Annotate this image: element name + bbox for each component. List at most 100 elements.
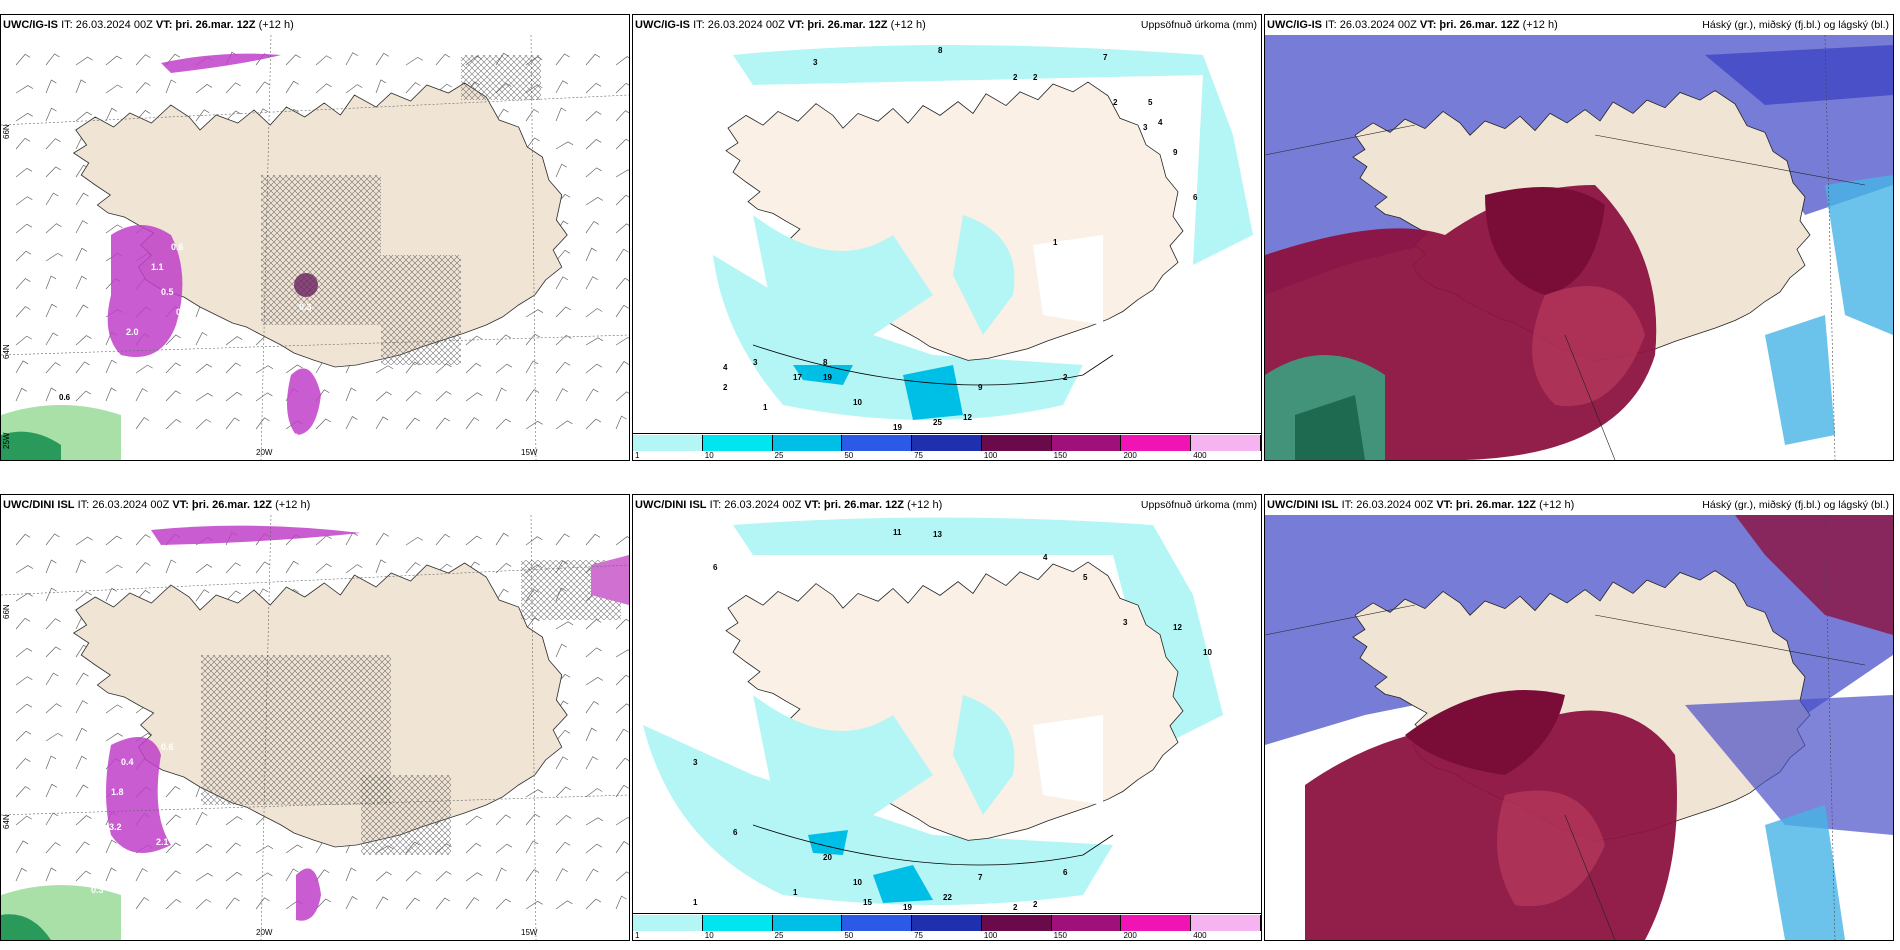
wind-barb [615, 248, 629, 262]
wind-barb [195, 84, 213, 94]
wind-barb [105, 732, 123, 742]
wind-barb [375, 79, 387, 94]
wind-barb [345, 84, 363, 94]
wind-barb-map: 0.6 0.4 1.8 3.2 2.1 1.7 0.3 66N 64N 20W 15W [1, 515, 629, 940]
wind-barb [135, 562, 151, 574]
precip-value: 9 [1173, 148, 1178, 157]
wind-barb [615, 391, 629, 402]
panel-header: UWC/IG-IS IT: 26.03.2024 00Z VT: þri. 26… [1, 15, 629, 35]
wind-barb [15, 278, 31, 290]
lon-label: 15W [521, 448, 538, 457]
precip-value: 17 [793, 373, 802, 382]
legend-swatch [842, 435, 913, 451]
wind-barb [345, 416, 358, 430]
legend-tick: 50 [844, 451, 854, 460]
wind-barb [255, 561, 270, 574]
wind-barb [15, 592, 33, 602]
legend-tick: 50 [844, 931, 854, 940]
precip-value: 19 [903, 903, 912, 912]
wind-barb [195, 332, 208, 346]
wind-barb [195, 109, 210, 122]
wind-barb [555, 276, 569, 290]
wind-barb [585, 308, 603, 318]
wind-barb [195, 898, 212, 910]
legend-swatch [772, 435, 843, 451]
wind-barb [495, 867, 507, 882]
precip-value: 0.6 [171, 242, 184, 252]
wind-barb [195, 363, 213, 374]
wind-barb [405, 562, 421, 574]
wind-barb [555, 80, 568, 94]
lead-time: (+12 h) [258, 19, 294, 31]
wind-barb [75, 727, 88, 742]
wind-barb [585, 843, 603, 854]
wind-barb [225, 871, 243, 882]
wind-barb [375, 365, 394, 374]
wind-barb [15, 137, 31, 150]
wind-barb [555, 533, 570, 546]
model-name: UWC/DINI ISL [635, 499, 707, 511]
lead-time: (+12 h) [275, 499, 311, 511]
precip-value: 10 [853, 398, 862, 407]
wind-barb [405, 56, 423, 66]
wind-barb [315, 55, 332, 66]
wind-barb [495, 588, 509, 602]
wind-barb [45, 223, 62, 234]
legend-swatch [1121, 915, 1192, 931]
precip-value: 4 [1043, 553, 1048, 562]
wind-barb [135, 534, 151, 546]
wind-barb [345, 564, 363, 574]
wind-barb [105, 839, 117, 854]
wind-barb [465, 872, 483, 882]
wind-barb [45, 812, 59, 826]
wind-barb [615, 536, 629, 546]
panel-precip-dini: UWC/DINI ISL IT: 26.03.2024 00Z VT: þri.… [632, 494, 1262, 941]
wind-barb [375, 896, 389, 910]
wind-barb [375, 532, 389, 546]
wind-barb [555, 643, 567, 658]
wind-barb [555, 814, 572, 826]
wind-barb [375, 391, 392, 402]
wind-barb [525, 900, 543, 910]
precip-value: 20 [823, 853, 832, 862]
wind-barb [495, 814, 511, 826]
wind-barb [195, 564, 213, 574]
legend-tick: 10 [704, 931, 714, 940]
vt-label: VT: [1436, 499, 1453, 511]
wind-barb [105, 867, 117, 882]
precip-value: 2 [1013, 73, 1018, 82]
legend-tick: 10 [704, 451, 714, 460]
wind-barb [45, 275, 57, 290]
wind-barb [615, 361, 629, 374]
wind-barb [555, 729, 571, 742]
precip-value: 1 [1053, 238, 1058, 247]
wind-barb [465, 842, 482, 854]
precip-value: 25 [933, 418, 942, 427]
wind-barb [15, 335, 33, 346]
wind-barb [105, 55, 122, 66]
precip-value: 11 [893, 528, 902, 537]
wind-barb [405, 82, 421, 94]
legend-tick: 400 [1193, 931, 1207, 940]
wind-barb [225, 362, 241, 374]
vt-label: VT: [155, 19, 173, 31]
wind-barb [465, 417, 480, 430]
precip-legend: 1 10 25 50 75 100 150 200 400 [633, 913, 1261, 940]
precip-value: 2 [1113, 98, 1118, 107]
lat-label: 64N [2, 344, 11, 359]
wind-barb [45, 842, 61, 854]
wind-barb [615, 304, 629, 318]
wind-barb [75, 390, 92, 402]
wind-barb [75, 275, 87, 290]
wind-barb [105, 84, 123, 94]
wind-barb [75, 361, 90, 374]
wind-barb [45, 303, 58, 318]
panel-precip-ig: UWC/IG-IS IT: 26.03.2024 00Z VT: þri. 26… [632, 14, 1262, 461]
wind-barb [75, 672, 89, 686]
precip-value: 1.8 [111, 787, 124, 797]
wind-barb [285, 364, 303, 374]
lon-label: 15W [521, 928, 538, 937]
wind-barb [165, 898, 182, 910]
legend-tick: 25 [774, 931, 784, 940]
wind-barb [165, 870, 181, 882]
